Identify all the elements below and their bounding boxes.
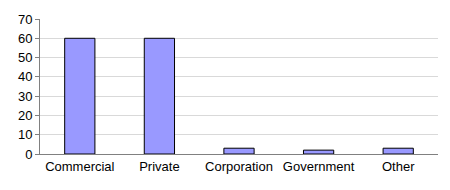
svg-text:Corporation: Corporation [205, 159, 273, 174]
svg-text:Government: Government [283, 159, 355, 174]
svg-text:Other: Other [382, 159, 415, 174]
svg-text:30: 30 [18, 89, 32, 104]
svg-text:60: 60 [18, 31, 32, 46]
svg-text:0: 0 [25, 147, 32, 162]
svg-text:10: 10 [18, 127, 32, 142]
svg-text:Commercial: Commercial [45, 159, 114, 174]
svg-text:20: 20 [18, 108, 32, 123]
svg-text:70: 70 [18, 12, 32, 27]
svg-text:50: 50 [18, 50, 32, 65]
svg-text:40: 40 [18, 69, 32, 84]
svg-text:Private: Private [139, 159, 179, 174]
